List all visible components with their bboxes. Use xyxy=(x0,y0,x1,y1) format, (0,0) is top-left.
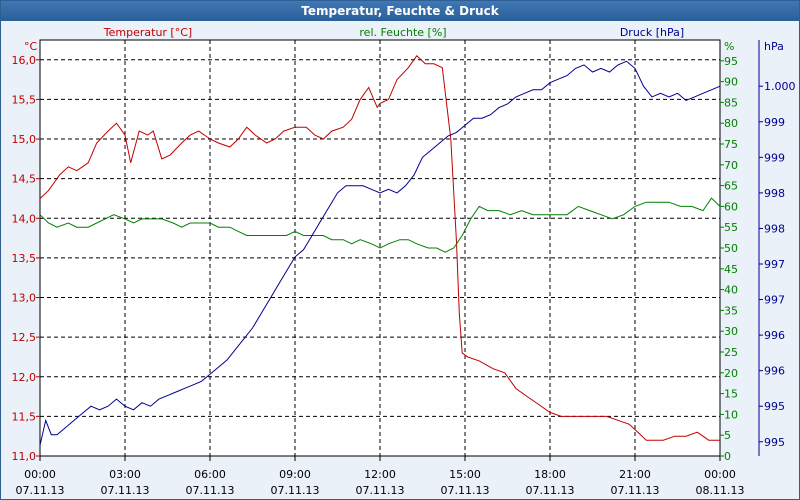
x-tick-label: 00:00 xyxy=(24,468,56,481)
temperature-tick-label: 11,0 xyxy=(12,450,37,463)
humidity-tick-label: 15 xyxy=(724,388,738,401)
temperature-unit-label: °C xyxy=(24,40,38,53)
pressure-tick-label: 999 xyxy=(764,151,785,164)
window-title: Temperatur, Feuchte & Druck xyxy=(1,1,799,21)
humidity-tick-label: 80 xyxy=(724,117,738,130)
temperature-tick-label: 14,0 xyxy=(12,212,37,225)
temperature-tick-label: 13,0 xyxy=(12,292,37,305)
humidity-tick-label: 10 xyxy=(724,408,738,421)
temperature-line xyxy=(39,55,720,441)
series-lines xyxy=(39,55,721,446)
pressure-tick-label: 997 xyxy=(764,294,785,307)
humidity-tick-label: 20 xyxy=(724,367,738,380)
humidity-tick-label: 0 xyxy=(724,450,731,463)
x-tick-label: 03:00 xyxy=(109,468,141,481)
humidity-tick-label: 65 xyxy=(724,180,738,193)
humidity-tick-label: 85 xyxy=(724,96,738,109)
x-date-label: 07.11.13 xyxy=(441,484,490,497)
axes: 00:00 07.11.13 03:00 07.11.13 06:00 07.11.13 0… xyxy=(12,40,796,497)
temperature-legend: Temperatur [°C] xyxy=(103,26,192,39)
x-tick-label: 18:00 xyxy=(534,468,566,481)
x-date-label: 07.11.13 xyxy=(526,484,575,497)
humidity-tick-label: 55 xyxy=(724,221,738,234)
x-tick-label: 21:00 xyxy=(619,468,651,481)
x-tick-label: 09:00 xyxy=(279,468,311,481)
pressure-tick-label: 996 xyxy=(764,329,785,342)
humidity-tick-label: 95 xyxy=(724,55,738,68)
humidity-tick-label: 35 xyxy=(724,304,738,317)
humidity-tick-label: 50 xyxy=(724,242,738,255)
humidity-tick-label: 60 xyxy=(724,200,738,213)
pressure-tick-label: 995 xyxy=(764,400,785,413)
temperature-tick-label: 16,0 xyxy=(12,54,37,67)
humidity-tick-label: 30 xyxy=(724,325,738,338)
x-date-label: 07.11.13 xyxy=(101,484,150,497)
humidity-legend: rel. Feuchte [%] xyxy=(359,26,446,39)
humidity-tick-label: 45 xyxy=(724,263,738,276)
humidity-tick-label: 25 xyxy=(724,346,738,359)
pressure-tick-label: 998 xyxy=(764,187,785,200)
temperature-tick-label: 12,0 xyxy=(12,371,37,384)
pressure-tick-label: 1.000 xyxy=(764,80,796,93)
temperature-tick-label: 15,5 xyxy=(12,93,37,106)
x-tick-label: 06:00 xyxy=(194,468,226,481)
humidity-tick-label: 90 xyxy=(724,76,738,89)
temperature-tick-label: 14,5 xyxy=(12,173,37,186)
gridlines xyxy=(40,40,720,456)
x-date-label: 07.11.13 xyxy=(16,484,65,497)
pressure-tick-label: 999 xyxy=(764,116,785,129)
temperature-tick-label: 12,5 xyxy=(12,331,37,344)
temperature-tick-label: 11,5 xyxy=(12,410,37,423)
x-date-label: 07.11.13 xyxy=(611,484,660,497)
x-tick-label: 15:00 xyxy=(449,468,481,481)
pressure-unit-label: hPa xyxy=(764,40,784,53)
humidity-tick-label: 5 xyxy=(724,429,731,442)
pressure-line xyxy=(39,60,721,446)
x-date-label: 07.11.13 xyxy=(356,484,405,497)
pressure-tick-label: 998 xyxy=(764,222,785,235)
pressure-tick-label: 996 xyxy=(764,365,785,378)
humidity-tick-label: 70 xyxy=(724,159,738,172)
humidity-line xyxy=(39,197,721,253)
pressure-tick-label: 997 xyxy=(764,258,785,271)
pressure-tick-label: 995 xyxy=(764,436,785,449)
x-tick-label: 12:00 xyxy=(364,468,396,481)
x-date-label: 07.11.13 xyxy=(186,484,235,497)
pressure-legend: Druck [hPa] xyxy=(620,26,684,39)
temperature-tick-label: 13,5 xyxy=(12,252,37,265)
humidity-unit-label: % xyxy=(724,40,734,53)
humidity-tick-label: 40 xyxy=(724,284,738,297)
temperature-tick-label: 15,0 xyxy=(12,133,37,146)
x-date-label: 07.11.13 xyxy=(271,484,320,497)
humidity-tick-label: 75 xyxy=(724,138,738,151)
x-date-label: 08.11.13 xyxy=(696,484,745,497)
x-tick-label: 00:00 xyxy=(704,468,736,481)
